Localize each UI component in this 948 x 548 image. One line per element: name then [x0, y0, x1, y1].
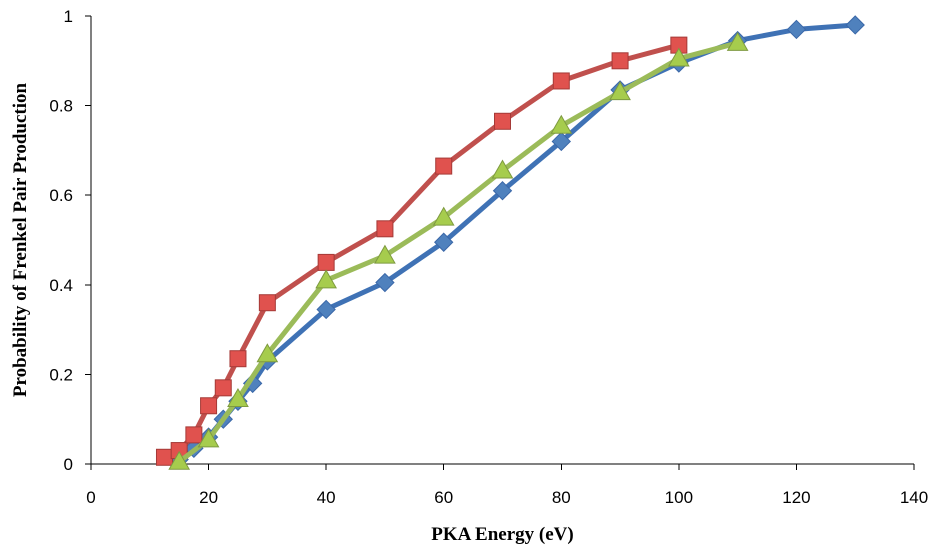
series-2-point [435, 157, 453, 175]
series-2-point [214, 379, 232, 397]
series-1-point [492, 181, 513, 201]
series-3-point [432, 206, 455, 226]
series-2-point [317, 253, 335, 271]
x-tick-label: 40 [317, 488, 336, 507]
series-2-point [229, 350, 247, 368]
y-tick-label: 0.6 [49, 186, 73, 205]
series-3-line [176, 40, 741, 465]
y-tick-label: 0 [64, 455, 73, 474]
series-2-point [494, 112, 511, 130]
y-tick-label: 0.4 [49, 276, 73, 295]
y-tick-label: 0.8 [49, 97, 73, 116]
x-tick-label: 120 [782, 488, 810, 507]
series-1-point [845, 15, 865, 35]
series-2-point [552, 72, 570, 90]
tick-marks [85, 15, 915, 470]
series-2 [155, 36, 688, 466]
series-3-point [726, 31, 749, 51]
series-3-point [227, 388, 249, 408]
series-1-line [176, 22, 858, 462]
series-2-point [185, 426, 203, 444]
x-tick-label: 100 [665, 488, 693, 507]
y-tick-label: 1 [64, 7, 73, 26]
series-2-point [155, 448, 173, 466]
series-2-point [200, 397, 218, 415]
series-1-point [434, 232, 454, 252]
y-tick-label: 0.2 [49, 365, 73, 384]
series-1 [169, 15, 865, 470]
series-3-point [550, 114, 573, 134]
series-1-point [551, 131, 571, 152]
series-2-point [611, 52, 629, 70]
x-tick-label: 80 [552, 488, 571, 507]
data-series-layer [155, 15, 865, 470]
series-3-point [491, 159, 514, 179]
x-tick-label: 0 [86, 488, 95, 507]
y-axis-title: Probability of Frenkel Pair Production [10, 82, 31, 397]
series-2-point [376, 220, 394, 238]
series-2-point [258, 294, 276, 312]
series-3-point [609, 81, 631, 101]
chart-axes [90, 16, 914, 465]
x-axis-title: PKA Energy (eV) [431, 524, 573, 545]
series-3-point [667, 47, 690, 67]
tick-labels: 0 20 40 60 80 100 120 140 0 0.2 0.4 0.6 0.8 1 [49, 7, 928, 507]
series-3 [168, 31, 749, 470]
series-1-point [786, 19, 807, 40]
series-3-point [197, 428, 220, 448]
x-tick-label: 20 [199, 488, 218, 507]
series-3-point [256, 343, 279, 363]
series-1-point [375, 272, 395, 293]
x-tick-label: 60 [434, 488, 453, 507]
series-3-point [374, 244, 396, 264]
series-1-point [316, 299, 336, 320]
series-3-point [168, 450, 191, 470]
series-3-point [315, 269, 338, 289]
x-tick-label: 140 [900, 488, 928, 507]
